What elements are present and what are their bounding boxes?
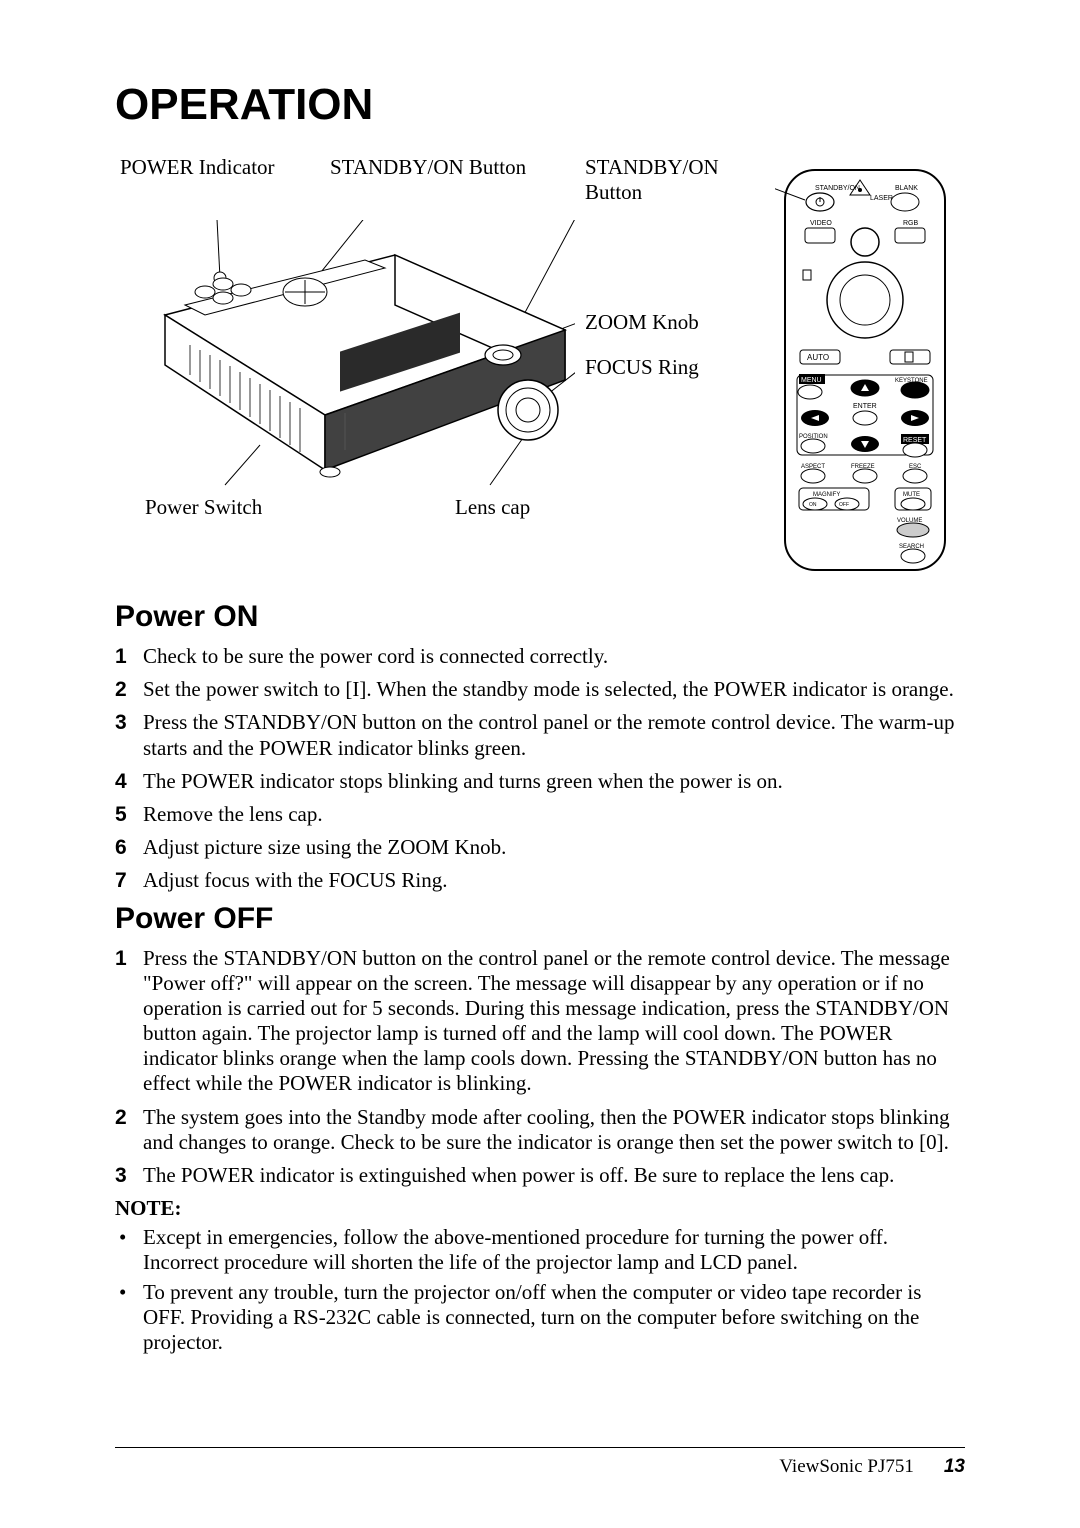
diagram: POWER Indicator STANDBY/ON Button STANDB… bbox=[115, 160, 965, 590]
page-title: OPERATION bbox=[115, 80, 965, 130]
projector-icon bbox=[145, 220, 575, 500]
svg-text:ON: ON bbox=[809, 502, 817, 508]
svg-text:LASER: LASER bbox=[870, 195, 893, 202]
label-focus-ring: FOCUS Ring bbox=[585, 355, 699, 380]
list-item: 3Press the STANDBY/ON button on the cont… bbox=[115, 710, 965, 760]
list-item: 4The POWER indicator stops blinking and … bbox=[115, 769, 965, 794]
note-label: NOTE: bbox=[115, 1196, 965, 1221]
footer-product: ViewSonic PJ751 bbox=[779, 1456, 914, 1478]
svg-text:RGB: RGB bbox=[903, 220, 919, 227]
list-item: 1Press the STANDBY/ON button on the cont… bbox=[115, 946, 965, 1097]
remote-icon: STANDBY/ON LASER BLANK VIDEO RGB AUTO ME… bbox=[775, 160, 955, 580]
svg-text:ENTER: ENTER bbox=[853, 403, 877, 410]
bullet-item: •To prevent any trouble, turn the projec… bbox=[115, 1280, 965, 1356]
power-on-heading: Power ON bbox=[115, 600, 965, 634]
footer: ViewSonic PJ751 13 bbox=[115, 1447, 965, 1478]
svg-text:MAGNIFY: MAGNIFY bbox=[813, 492, 840, 498]
list-item: 2The system goes into the Standby mode a… bbox=[115, 1105, 965, 1155]
list-item: 5Remove the lens cap. bbox=[115, 802, 965, 827]
list-item: 3The POWER indicator is extinguished whe… bbox=[115, 1163, 965, 1188]
svg-text:MENU: MENU bbox=[801, 377, 822, 384]
svg-text:MUTE: MUTE bbox=[903, 492, 920, 498]
svg-text:VIDEO: VIDEO bbox=[810, 220, 832, 227]
footer-page: 13 bbox=[944, 1456, 965, 1478]
label-power-indicator: POWER Indicator bbox=[120, 155, 275, 180]
svg-text:BLANK: BLANK bbox=[895, 185, 918, 192]
svg-text:OFF: OFF bbox=[839, 502, 849, 508]
list-item: 6Adjust picture size using the ZOOM Knob… bbox=[115, 835, 965, 860]
label-standby-on-1: STANDBY/ON Button bbox=[330, 155, 526, 180]
label-standby-on-2: STANDBY/ON Button bbox=[585, 155, 725, 205]
label-zoom-knob: ZOOM Knob bbox=[585, 310, 699, 335]
power-off-heading: Power OFF bbox=[115, 902, 965, 936]
list-item: 1Check to be sure the power cord is conn… bbox=[115, 644, 965, 669]
list-item: 7Adjust focus with the FOCUS Ring. bbox=[115, 868, 965, 893]
svg-text:AUTO: AUTO bbox=[807, 353, 829, 362]
bullet-item: •Except in emergencies, follow the above… bbox=[115, 1225, 965, 1275]
list-item: 2Set the power switch to [I]. When the s… bbox=[115, 677, 965, 702]
